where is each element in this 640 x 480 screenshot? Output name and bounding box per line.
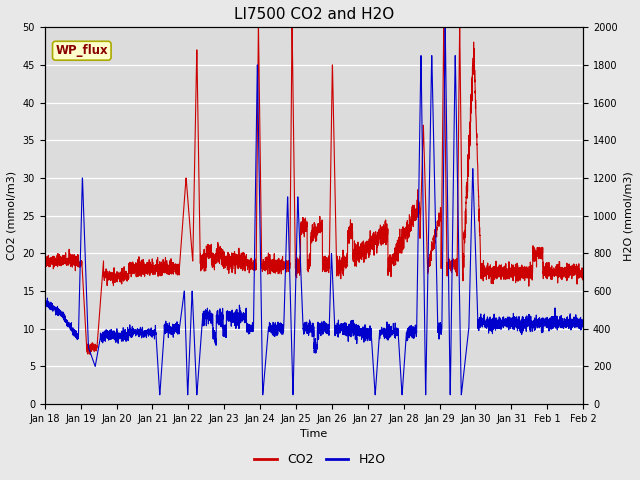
Text: WP_flux: WP_flux (56, 44, 108, 57)
X-axis label: Time: Time (300, 430, 328, 440)
Y-axis label: CO2 (mmol/m3): CO2 (mmol/m3) (7, 171, 17, 260)
Title: LI7500 CO2 and H2O: LI7500 CO2 and H2O (234, 7, 394, 22)
Y-axis label: H2O (mmol/m3): H2O (mmol/m3) (623, 171, 633, 261)
Legend: CO2, H2O: CO2, H2O (250, 448, 390, 471)
